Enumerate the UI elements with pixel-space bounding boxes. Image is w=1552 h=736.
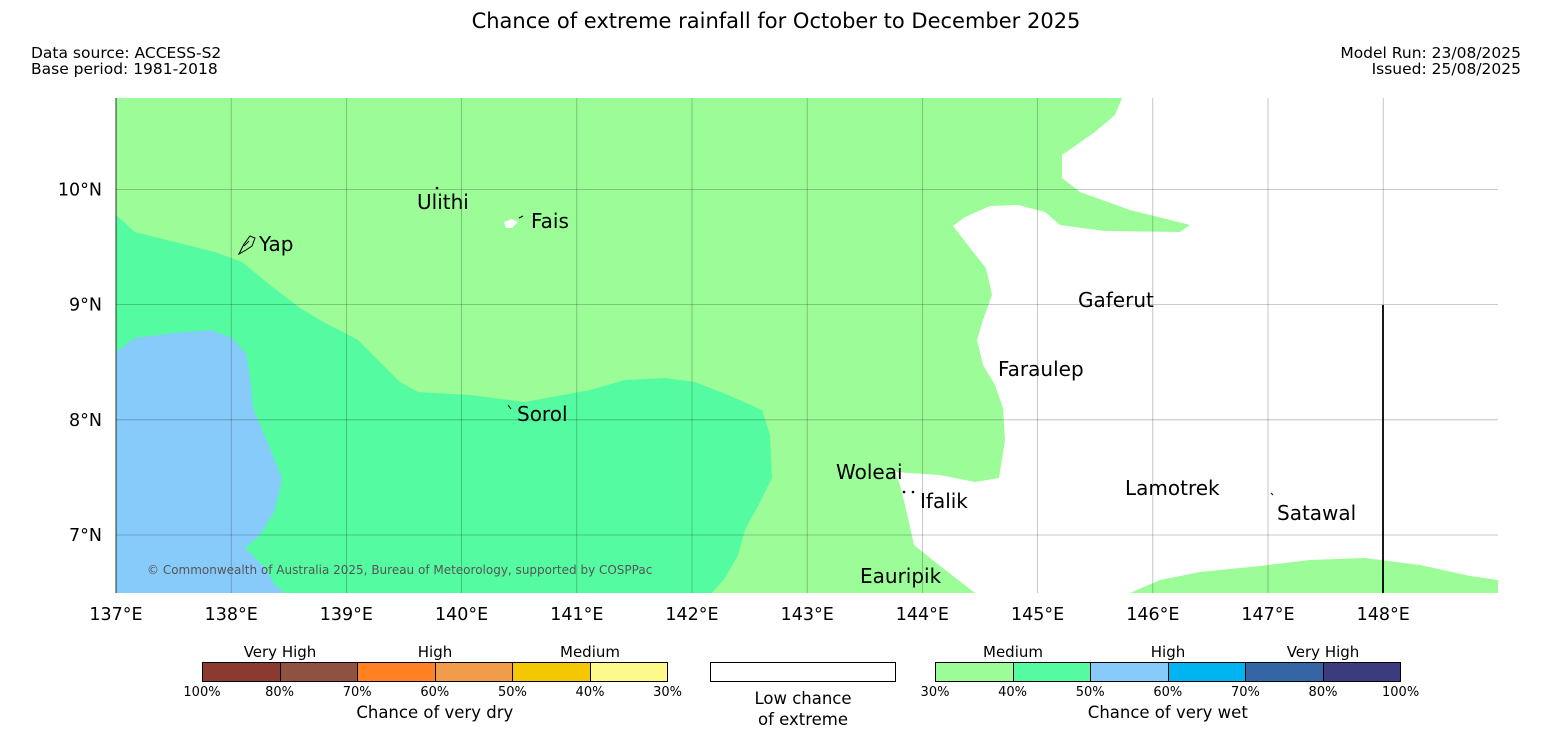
fais-low-chance-patch	[504, 219, 518, 228]
lat-tick-label: 7°N	[69, 526, 102, 546]
legend-dry-tick: 80%	[265, 685, 295, 700]
place-label-woleai: Woleai	[836, 460, 903, 484]
lon-tick-label: 144°E	[896, 605, 949, 625]
legend-dry-tick: 60%	[420, 685, 450, 700]
legend-wet-tick: 70%	[1230, 685, 1260, 700]
legend-dry-tick: 100%	[183, 685, 221, 700]
legend-low-chance-label: Low chance of extreme	[754, 688, 851, 730]
lat-tick-label: 10°N	[58, 180, 102, 200]
low-chance-line2: of extreme	[757, 710, 849, 729]
medium-wet-30-40-southeast-region	[1130, 558, 1498, 593]
legend-dry-tick: 50%	[497, 685, 527, 700]
base-period: Base period: 1981-2018	[31, 60, 218, 78]
data-source: Data source: ACCESS-S2	[31, 44, 222, 62]
legend-dry-category: High	[417, 643, 453, 661]
lat-tick-label: 9°N	[69, 296, 102, 316]
legend-wet-category: High	[1150, 643, 1186, 661]
place-label-satawal: Satawal	[1277, 501, 1356, 525]
legend-wet-swatch	[1323, 662, 1401, 682]
high-wet-50-60-region	[116, 330, 285, 593]
legend-wet-tick: 80%	[1308, 685, 1338, 700]
place-label-ifalik: Ifalik	[920, 489, 968, 513]
legend-wet-swatch	[1245, 662, 1323, 682]
lon-tick-label: 141°E	[550, 605, 603, 625]
legend-wet-category: Medium	[983, 643, 1043, 661]
lon-tick-label: 140°E	[435, 605, 488, 625]
legend-dry-swatch	[512, 662, 590, 682]
legend-dry-category: Very High	[243, 643, 317, 661]
place-label-sorol: Sorol	[517, 402, 568, 426]
lon-tick-label: 142°E	[665, 605, 718, 625]
yap-island-detail	[243, 240, 250, 247]
legend-wet-tick: 40%	[998, 685, 1028, 700]
ifalik-atoll	[911, 490, 915, 494]
legend-dry-tick: 70%	[342, 685, 372, 700]
map-title: Chance of extreme rainfall for October t…	[471, 9, 1081, 33]
legend-wet-tick: 60%	[1153, 685, 1183, 700]
lon-tick-label: 137°E	[89, 605, 142, 625]
low-chance-line1: Low chance	[754, 689, 852, 708]
legend-dry-tick: 30%	[653, 685, 683, 700]
legend-dry-label: Chance of very dry	[356, 703, 514, 722]
place-labels: Ulithi Fais Yap Gaferut Faraulep Sorol W…	[258, 190, 1356, 588]
legend-wet-swatch	[1090, 662, 1168, 682]
run-info: Model Run: 23/08/2025 Issued: 25/08/2025	[1340, 45, 1521, 77]
lon-tick-label: 139°E	[320, 605, 373, 625]
place-label-lamotrek: Lamotrek	[1125, 476, 1220, 500]
lat-tick-label: 8°N	[69, 411, 102, 431]
lon-tick-label: 143°E	[781, 605, 834, 625]
lon-tick-label: 138°E	[205, 605, 258, 625]
place-label-ulithi: Ulithi	[417, 190, 469, 214]
legend-dry-swatch	[279, 662, 358, 682]
data-info: Data source: ACCESS-S2 Base period: 1981…	[31, 45, 221, 77]
legend-dry-swatch	[357, 662, 435, 682]
place-label-eauripik: Eauripik	[860, 564, 942, 588]
legend-dry-tick: 40%	[575, 685, 605, 700]
legend-wet-swatch	[1012, 662, 1091, 682]
legend-dry-swatch	[590, 662, 668, 682]
place-label-fais: Fais	[531, 209, 569, 233]
legend-wet-tick: 30%	[920, 685, 950, 700]
lon-tick-label: 148°E	[1357, 605, 1410, 625]
legend-dry-swatch	[434, 662, 513, 682]
lon-tick-label: 146°E	[1126, 605, 1179, 625]
legend-wet-tick: 100%	[1382, 685, 1420, 700]
sorol-atoll	[507, 404, 512, 410]
lon-tick-label: 145°E	[1011, 605, 1064, 625]
model-run: Model Run: 23/08/2025	[1340, 44, 1521, 62]
islands	[237, 186, 1274, 496]
lon-tick-label: 147°E	[1241, 605, 1294, 625]
copyright-notice: © Commonwealth of Australia 2025, Bureau…	[147, 563, 652, 577]
yap-island-outline	[237, 235, 256, 256]
legend-low-chance-swatch	[710, 662, 896, 682]
woleai-atoll	[902, 490, 906, 494]
legend-wet-label: Chance of very wet	[1087, 703, 1248, 722]
rainfall-map: Ulithi Fais Yap Gaferut Faraulep Sorol W…	[58, 98, 1498, 625]
map-fills	[116, 98, 1498, 593]
ulithi-atoll	[435, 186, 439, 190]
legend-dry-swatch	[202, 662, 280, 682]
legend-dry-category: Medium	[560, 643, 620, 661]
legend-wet-swatch	[1167, 662, 1246, 682]
place-label-faraulep: Faraulep	[998, 357, 1084, 381]
axis-labels: 137°E 138°E 139°E 140°E 141°E 142°E 143°E 144°E…	[58, 180, 1410, 625]
satawal-island	[1270, 492, 1274, 496]
legend-wet-category: Very High	[1286, 643, 1360, 661]
legend-wet-swatch	[935, 662, 1013, 682]
place-label-yap: Yap	[258, 232, 293, 256]
issued-date: Issued: 25/08/2025	[1371, 60, 1521, 78]
medium-wet-40-50-region	[116, 215, 772, 593]
legend-wet-tick: 50%	[1075, 685, 1105, 700]
place-label-gaferut: Gaferut	[1078, 288, 1154, 312]
fais-island	[518, 215, 524, 219]
